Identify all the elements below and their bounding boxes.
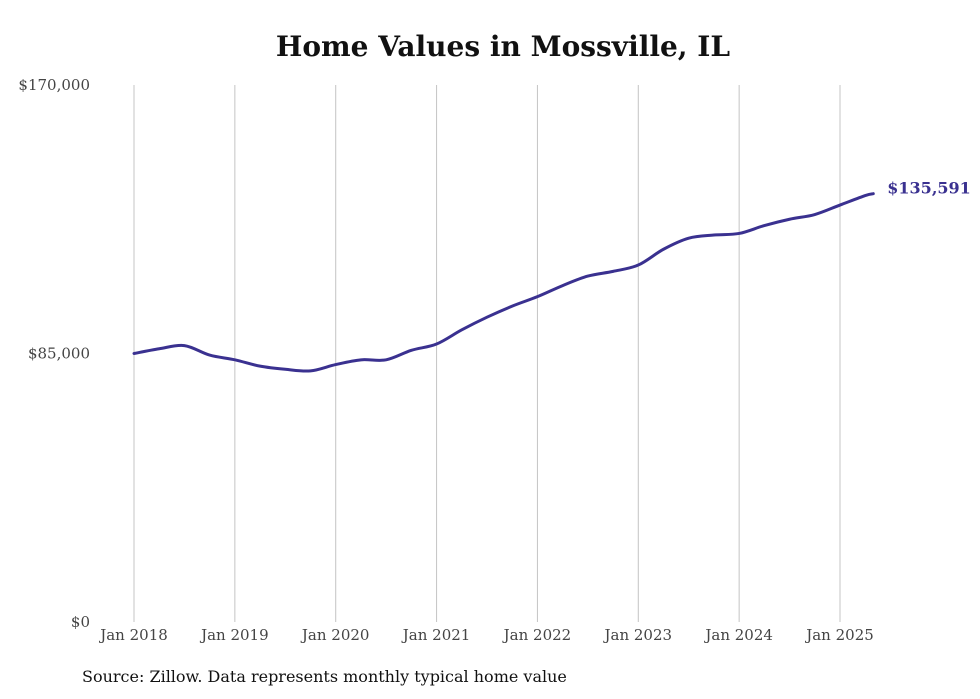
chart-title: Home Values in Mossville, IL	[275, 30, 731, 63]
end-value-label: $135,591	[887, 179, 971, 198]
x-tick-label: Jan 2019	[199, 626, 269, 644]
x-tick-label: Jan 2018	[98, 626, 168, 644]
y-tick-label: $0	[71, 613, 90, 631]
gridlines	[133, 85, 841, 622]
x-tick-label: Jan 2024	[703, 626, 773, 644]
x-tick-label: Jan 2020	[300, 626, 370, 644]
series-line	[132, 192, 875, 373]
x-tick-label: Jan 2021	[401, 626, 471, 644]
y-tick-label: $170,000	[18, 76, 90, 94]
x-tick-label: Jan 2022	[502, 626, 572, 644]
x-tick-label: Jan 2023	[603, 626, 673, 644]
x-axis-ticks: Jan 2018 Jan 2019 Jan 2020 Jan 2021 Jan 2022…	[98, 626, 874, 644]
x-tick-label: Jan 2025	[804, 626, 874, 644]
y-axis-ticks: $0 $85,000 $170,000	[18, 76, 90, 631]
source-note: Source: Zillow. Data represents monthly …	[82, 667, 567, 686]
y-tick-label: $85,000	[28, 345, 90, 363]
